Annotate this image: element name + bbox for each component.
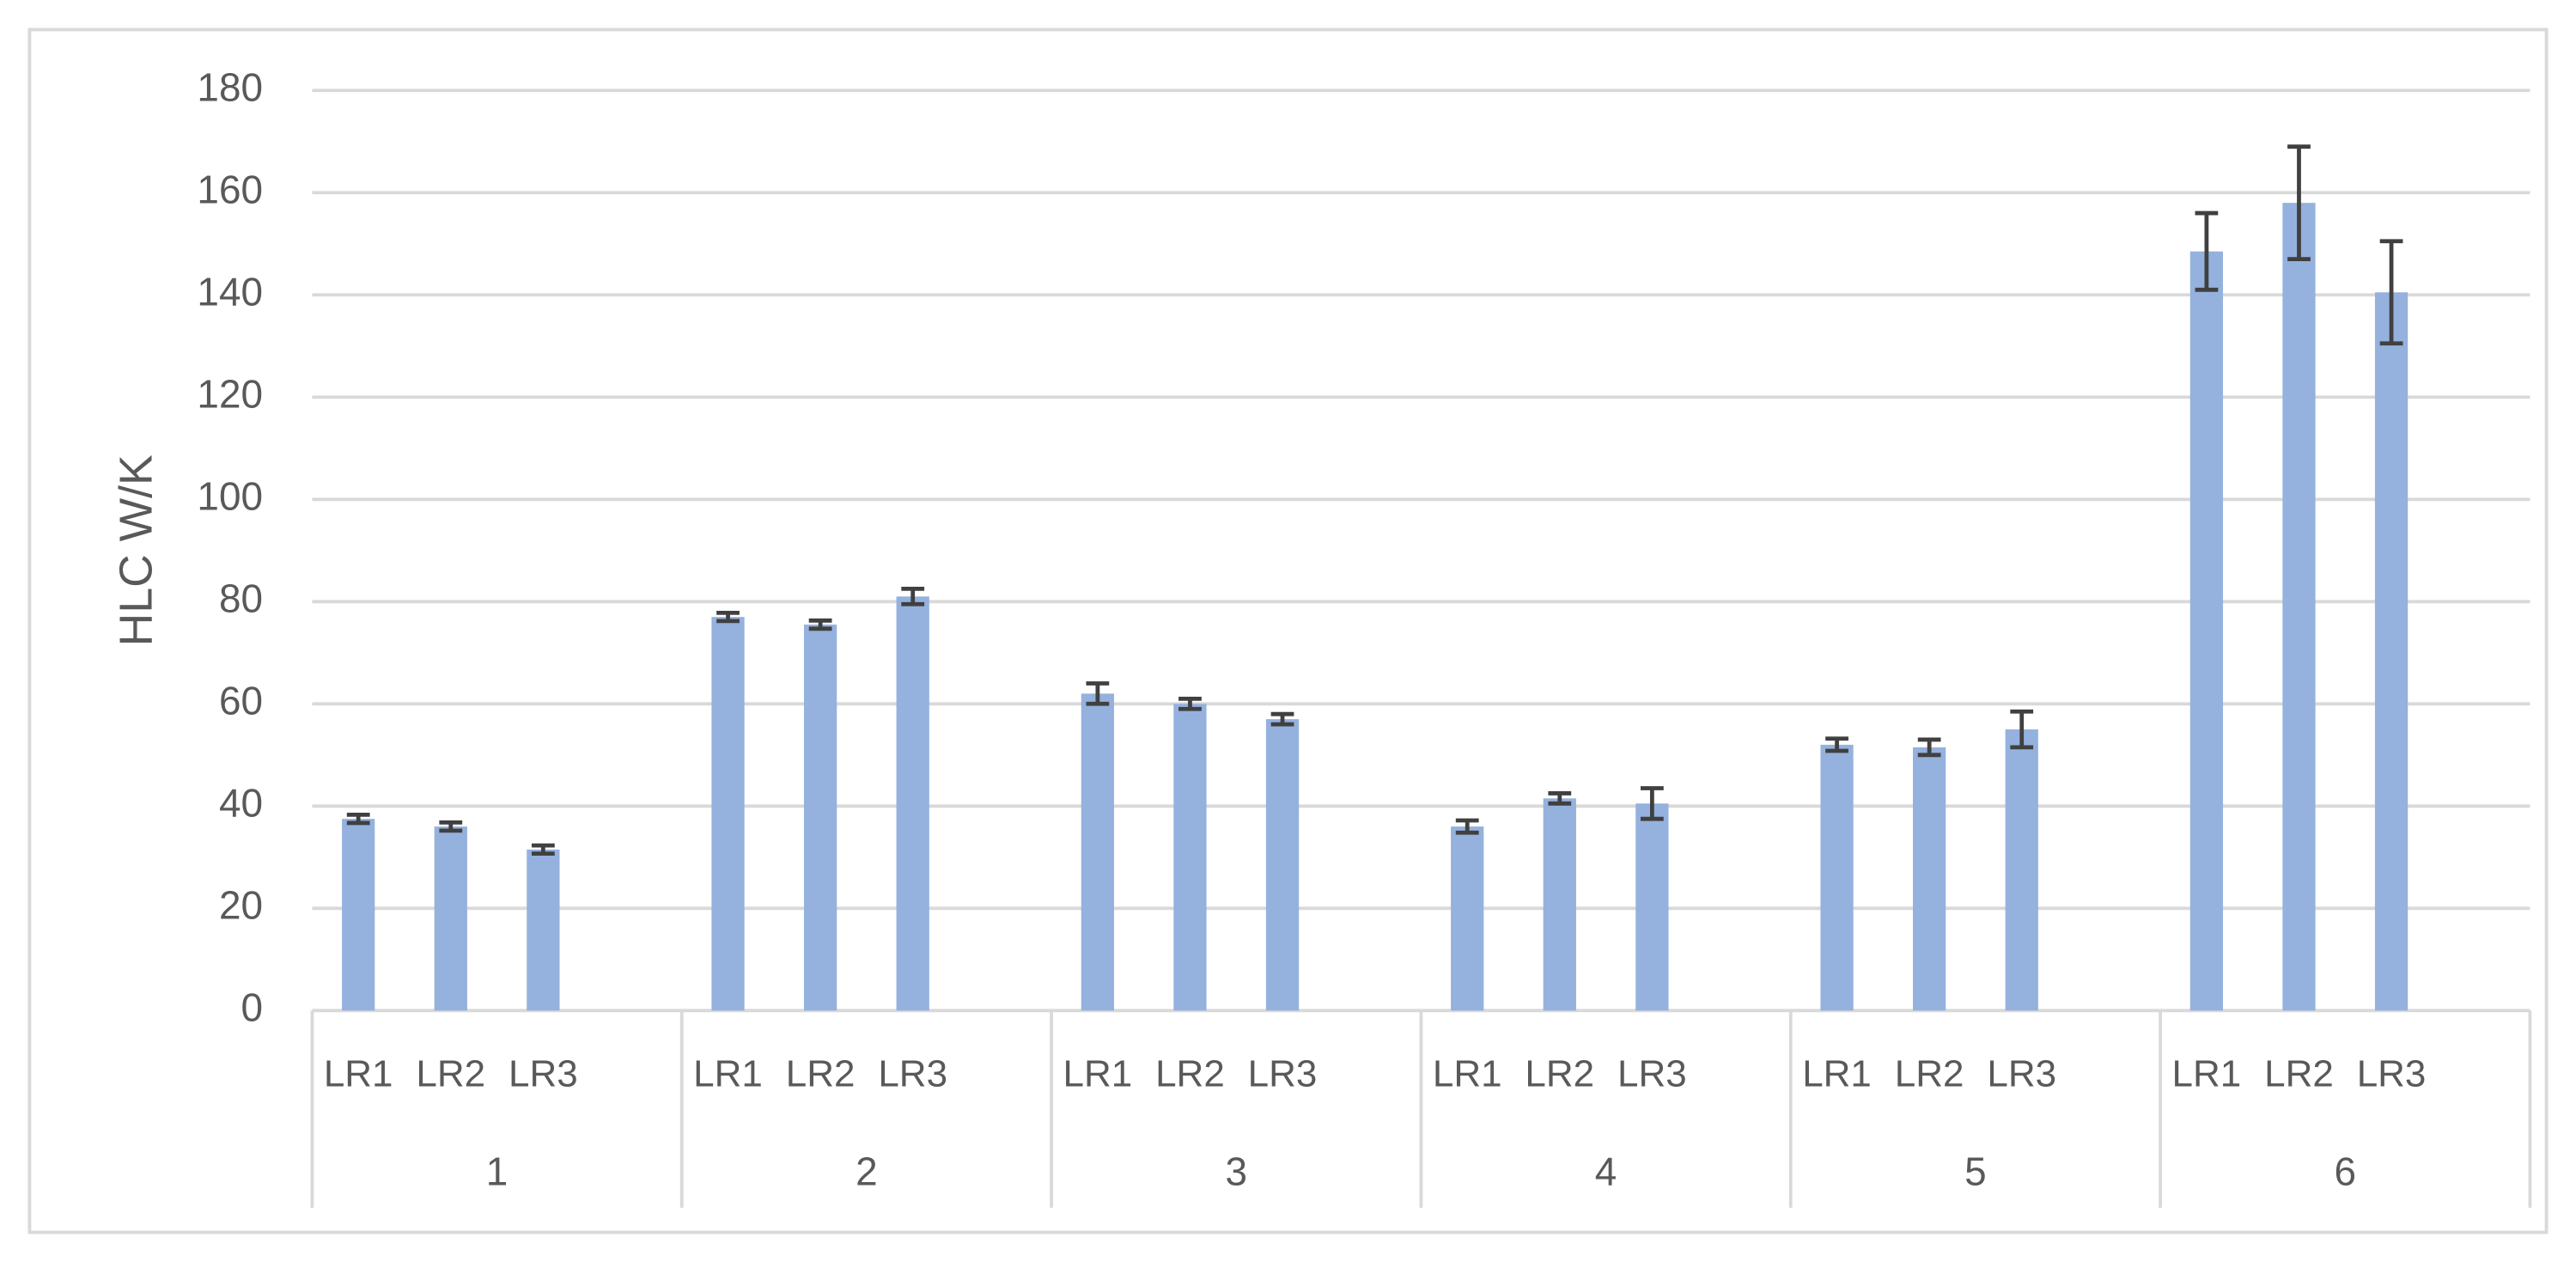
error-bar bbox=[901, 587, 925, 607]
x-tick-label: LR1 bbox=[693, 1052, 763, 1094]
bar bbox=[527, 849, 560, 1011]
error-bar bbox=[346, 813, 370, 826]
bar bbox=[1081, 693, 1115, 1011]
group-label: 2 bbox=[856, 1149, 878, 1194]
x-tick-label: LR3 bbox=[878, 1052, 947, 1094]
x-tick-label: LR1 bbox=[2172, 1052, 2242, 1094]
error-bar bbox=[1640, 786, 1664, 821]
error-bar bbox=[1917, 737, 1941, 758]
bar bbox=[1543, 798, 1576, 1011]
error-bar bbox=[1270, 711, 1294, 727]
y-tick-label: 160 bbox=[197, 167, 263, 211]
x-tick-label: LR2 bbox=[2264, 1052, 2334, 1094]
error-bar bbox=[716, 610, 740, 624]
error-bar bbox=[531, 843, 555, 857]
error-bar bbox=[439, 820, 463, 833]
group-label: 6 bbox=[2335, 1149, 2357, 1194]
bar bbox=[1820, 744, 1854, 1011]
y-tick-label: 140 bbox=[197, 269, 263, 314]
error-bar bbox=[1825, 736, 1848, 753]
bar bbox=[2005, 729, 2038, 1011]
x-tick-label: LR1 bbox=[1802, 1052, 1872, 1094]
bar bbox=[1635, 803, 1669, 1011]
x-tick-label: LR2 bbox=[786, 1052, 856, 1094]
error-bar bbox=[1178, 696, 1202, 711]
error-bar bbox=[808, 618, 832, 631]
bar bbox=[2282, 203, 2316, 1011]
bar bbox=[1451, 826, 1484, 1011]
y-axis-label: HLC W/K bbox=[112, 454, 162, 646]
x-tick-label: LR2 bbox=[1155, 1052, 1225, 1094]
group-label: 3 bbox=[1225, 1149, 1247, 1194]
y-tick-label: 80 bbox=[219, 576, 263, 620]
error-bar bbox=[2195, 210, 2219, 292]
chart-border bbox=[27, 27, 2549, 1235]
bar bbox=[1913, 747, 1946, 1011]
x-tick-label: LR2 bbox=[1525, 1052, 1594, 1094]
bar bbox=[711, 617, 745, 1011]
error-bar bbox=[1455, 818, 1479, 835]
x-tick-label: LR3 bbox=[1248, 1052, 1318, 1094]
bar bbox=[2189, 251, 2224, 1011]
bar bbox=[1173, 704, 1207, 1011]
error-bar bbox=[2379, 239, 2403, 346]
x-tick-label: LR1 bbox=[1433, 1052, 1502, 1094]
y-tick-label: 60 bbox=[219, 678, 263, 722]
bar bbox=[434, 826, 467, 1011]
x-tick-label: LR1 bbox=[324, 1052, 393, 1094]
error-bar bbox=[2010, 709, 2034, 750]
x-tick-label: LR2 bbox=[416, 1052, 485, 1094]
x-tick-label: LR3 bbox=[1987, 1052, 2056, 1094]
bar bbox=[342, 819, 375, 1011]
error-bar bbox=[1086, 681, 1110, 706]
x-tick-label: LR2 bbox=[1895, 1052, 1964, 1094]
bar bbox=[1265, 719, 1300, 1011]
bar bbox=[896, 596, 929, 1011]
y-tick-label: 180 bbox=[197, 64, 263, 109]
y-tick-label: 0 bbox=[241, 985, 263, 1029]
x-tick-label: LR3 bbox=[2357, 1052, 2427, 1094]
y-tick-label: 120 bbox=[197, 371, 263, 416]
x-tick-label: LR3 bbox=[1617, 1052, 1687, 1094]
bar bbox=[2374, 292, 2409, 1011]
x-tick-label: LR3 bbox=[509, 1052, 578, 1094]
bar bbox=[803, 625, 837, 1011]
group-label: 1 bbox=[486, 1149, 509, 1194]
y-tick-label: 100 bbox=[197, 473, 263, 518]
y-tick-label: 20 bbox=[219, 882, 263, 927]
y-tick-label: 40 bbox=[219, 780, 263, 825]
x-tick-label: LR1 bbox=[1063, 1052, 1133, 1094]
error-bar bbox=[2287, 144, 2311, 261]
error-bar bbox=[1548, 791, 1572, 806]
group-label: 4 bbox=[1595, 1149, 1617, 1194]
group-label: 5 bbox=[1964, 1149, 1987, 1194]
